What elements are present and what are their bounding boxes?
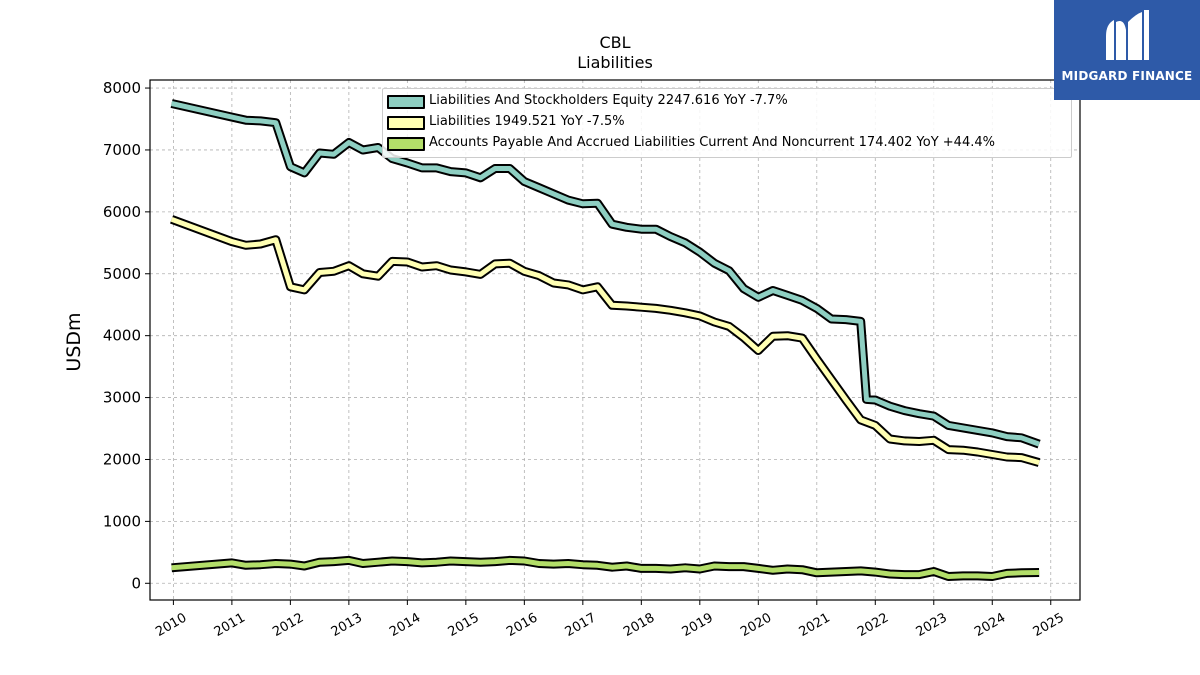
- y-tick-label: 6000: [103, 203, 141, 221]
- x-tick-label: 2014: [387, 610, 423, 640]
- y-tick-label: 0: [131, 574, 141, 592]
- y-tick-label: 4000: [103, 327, 141, 345]
- legend-entry: Liabilities 1949.521 YoY -7.5%: [383, 113, 1071, 133]
- x-tick-label: 2021: [797, 610, 833, 640]
- legend-label: Liabilities 1949.521 YoY -7.5%: [429, 114, 625, 129]
- x-tick-label: 2015: [446, 610, 482, 640]
- y-axis-label: USDm: [63, 312, 85, 371]
- legend-label: Liabilities And Stockholders Equity 2247…: [429, 93, 788, 108]
- x-tick-label: 2024: [972, 610, 1008, 640]
- x-tick-label: 2018: [621, 610, 657, 640]
- series-lines: [170, 99, 1041, 581]
- legend-entry: Liabilities And Stockholders Equity 2247…: [383, 92, 1071, 112]
- y-tick-label: 8000: [103, 79, 141, 97]
- chart-title: CBL: [599, 33, 631, 52]
- y-tick-label: 3000: [103, 389, 141, 407]
- axis-ticks: 0 1000 2000 3000 4000 5000 6000 7000 8000 2010 201…: [103, 79, 1067, 640]
- axes-frame: [149, 79, 1081, 601]
- midgard-finance-logo: MIDGARD FINANCE: [1054, 0, 1200, 100]
- y-tick-label: 7000: [103, 141, 141, 159]
- x-tick-label: 2012: [270, 610, 306, 640]
- x-tick-label: 2020: [738, 610, 774, 640]
- y-tick-label: 1000: [103, 512, 141, 530]
- legend-swatch: [387, 137, 425, 151]
- x-tick-label: 2011: [212, 610, 248, 640]
- legend-swatch: [387, 116, 425, 130]
- x-tick-label: 2013: [329, 610, 365, 640]
- series-line: [170, 216, 1040, 466]
- x-tick-label: 2022: [855, 610, 891, 640]
- legend-entry: Accounts Payable And Accrued Liabilities…: [383, 134, 1071, 154]
- x-tick-label: 2010: [153, 610, 189, 640]
- legend-label: Accounts Payable And Accrued Liabilities…: [429, 135, 995, 150]
- x-tick-label: 2019: [680, 610, 716, 640]
- series-line-outline: [170, 215, 1041, 467]
- x-tick-label: 2017: [563, 610, 599, 640]
- x-tick-label: 2025: [1031, 610, 1067, 640]
- x-tick-label: 2016: [504, 610, 540, 640]
- x-tick-label: 2023: [914, 610, 950, 640]
- chart-legend: Liabilities And Stockholders Equity 2247…: [382, 88, 1072, 158]
- series-line: [171, 557, 1040, 579]
- logo-wordmark: MIDGARD FINANCE: [1061, 69, 1193, 83]
- y-tick-label: 2000: [103, 450, 141, 468]
- stylized-m-logo-icon: [1106, 10, 1149, 60]
- y-tick-label: 5000: [103, 265, 141, 283]
- series-line: [171, 101, 1040, 447]
- chart-subtitle: Liabilities: [577, 53, 653, 72]
- legend-swatch: [387, 95, 425, 109]
